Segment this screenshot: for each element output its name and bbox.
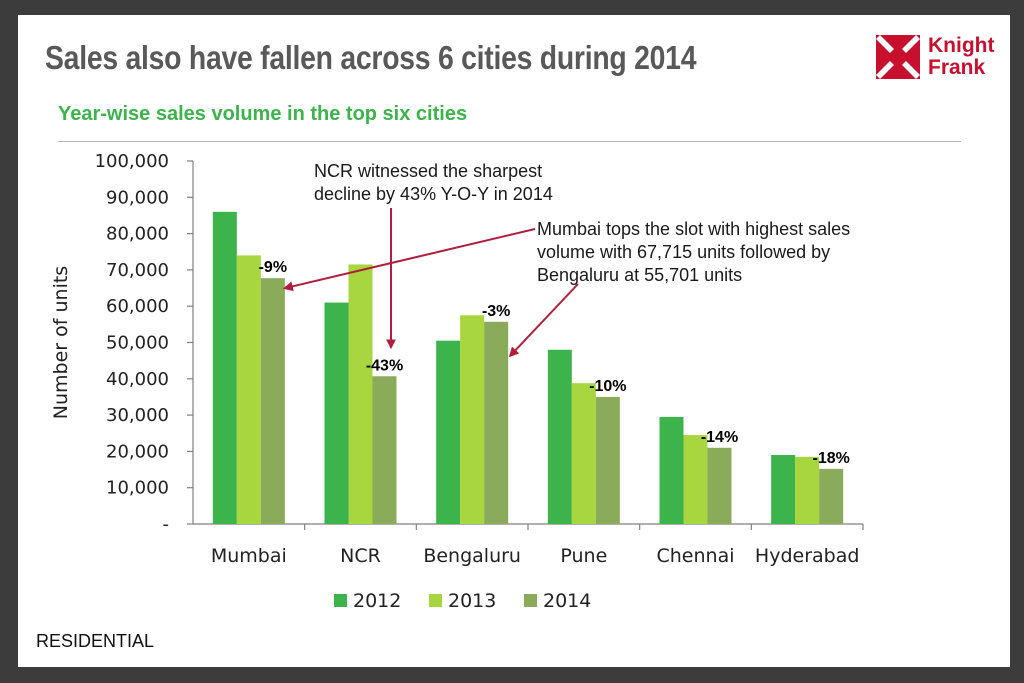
y-tick-label: 50,000 <box>106 333 169 354</box>
bar-chart: - 10,000 20,000 30,000 40,000 50,000 60,000 70,… <box>50 151 864 612</box>
annotation-arrows <box>282 208 579 358</box>
category-label: Chennai <box>656 545 734 567</box>
bar-2014-mumbai <box>260 278 285 524</box>
bar-2012-chennai <box>659 416 684 524</box>
y-tick-label: - <box>163 514 170 535</box>
bar-2013-pune <box>571 383 596 524</box>
bar-2013-chennai <box>683 435 708 524</box>
legend-swatch-2012 <box>334 594 347 607</box>
y-tick-label: 80,000 <box>106 224 169 245</box>
change-label: -10% <box>589 378 626 395</box>
logo-word-knight: Knight <box>928 34 995 57</box>
section-label: RESIDENTIAL <box>36 631 155 651</box>
annotation-ncr-line2: decline by 43% Y-O-Y in 2014 <box>314 184 553 204</box>
annotation-mumbai: Mumbai tops the slot with highest sales … <box>537 218 850 287</box>
legend-label-2013: 2013 <box>448 590 496 612</box>
bar-2014-bengaluru <box>484 321 509 524</box>
legend-swatch-2014 <box>524 594 537 607</box>
change-label: -43% <box>366 357 403 374</box>
bar-2012-hyderabad <box>771 455 796 524</box>
category-label: Mumbai <box>211 545 287 567</box>
logo-mark-icon <box>876 35 920 79</box>
legend: 2012 2013 2014 <box>334 590 591 612</box>
logo-text: Knight Frank <box>928 35 994 79</box>
change-label: -9% <box>259 259 287 276</box>
y-axis-title: Number of units <box>50 266 72 419</box>
divider <box>58 141 961 142</box>
y-tick-label: 10,000 <box>106 478 169 499</box>
legend-label-2012: 2012 <box>353 590 401 612</box>
annotation-ncr-line1: NCR witnessed the sharpest <box>314 161 543 181</box>
y-tick-label: 40,000 <box>106 369 169 390</box>
bar-2013-ncr <box>348 264 373 524</box>
bar-2012-ncr <box>324 302 349 524</box>
change-label: -18% <box>812 450 849 467</box>
annotation-mumbai-line2: volume with 67,715 units followed by <box>537 242 831 262</box>
slide: Sales also have fallen across 6 cities d… <box>18 15 1010 667</box>
knight-frank-logo: Knight Frank <box>876 35 1006 85</box>
change-label: -14% <box>701 429 738 446</box>
category-label: Bengaluru <box>423 545 521 567</box>
page-title: Sales also have fallen across 6 cities d… <box>45 39 697 76</box>
axes: - 10,000 20,000 30,000 40,000 50,000 60,000 70,… <box>50 151 864 567</box>
chart-subtitle: Year-wise sales volume in the top six ci… <box>58 103 468 125</box>
bar-2012-mumbai <box>212 211 237 524</box>
logo-word-frank: Frank <box>928 56 986 79</box>
change-label: -3% <box>482 303 510 320</box>
y-tick-label: 20,000 <box>106 441 169 462</box>
annotation-mumbai-line3: Bengaluru at 55,701 units <box>537 265 743 285</box>
bar-2013-mumbai <box>236 255 261 524</box>
bar-2014-hyderabad <box>819 468 844 524</box>
bars <box>212 211 844 524</box>
bar-2014-pune <box>595 396 620 524</box>
y-tick-label: 90,000 <box>106 187 169 208</box>
annotation-ncr: NCR witnessed the sharpest decline by 43… <box>314 160 553 206</box>
bar-2013-hyderabad <box>795 456 820 524</box>
y-tick-label: 100,000 <box>95 151 169 172</box>
annotation-mumbai-line1: Mumbai tops the slot with highest sales <box>537 219 851 239</box>
bar-2014-ncr <box>372 376 397 524</box>
bar-2013-bengaluru <box>460 315 485 524</box>
bar-2012-bengaluru <box>436 340 461 524</box>
bar-2012-pune <box>547 349 572 524</box>
legend-label-2014: 2014 <box>543 590 591 612</box>
data-labels: -9% -43% -3% -10% -14% -18% <box>259 259 850 467</box>
category-label: Pune <box>560 545 607 567</box>
arrow-bengaluru <box>508 283 579 358</box>
y-tick-label: 60,000 <box>106 296 169 317</box>
y-tick-label: 30,000 <box>106 405 169 426</box>
category-label: Hyderabad <box>755 545 860 567</box>
bar-2014-chennai <box>707 447 732 524</box>
arrow-mumbai <box>282 228 536 292</box>
category-label: NCR <box>340 545 381 567</box>
legend-swatch-2013 <box>429 594 442 607</box>
y-tick-label: 70,000 <box>106 260 169 281</box>
